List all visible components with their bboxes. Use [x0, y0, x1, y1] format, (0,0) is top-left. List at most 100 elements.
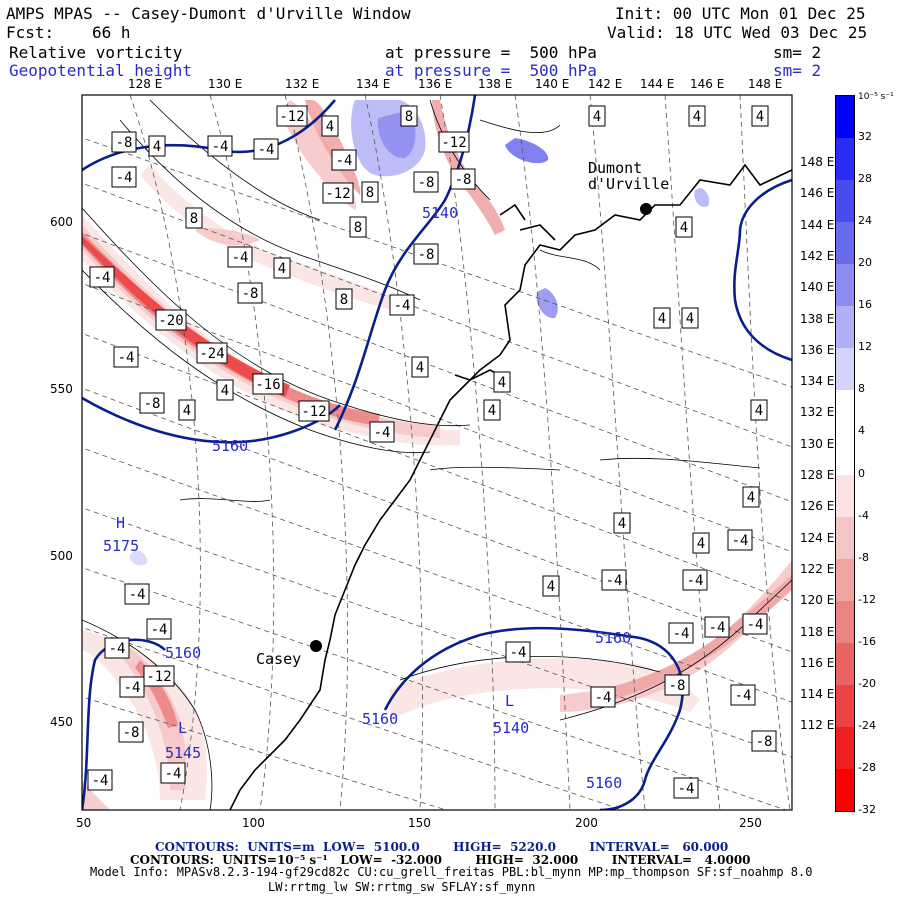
bottom-x-label: 150 [408, 816, 431, 830]
station-label-casey: Casey [256, 650, 302, 668]
vorticity-value-box: -12 [298, 400, 330, 422]
vorticity-value-box: -8 [111, 131, 137, 153]
vorticity-value-box: 4 [321, 115, 339, 137]
vorticity-value-box: 4 [493, 371, 511, 393]
colorbar-segment [836, 180, 854, 223]
colorbar-tick-label: 20 [858, 256, 872, 270]
vorticity-value-box: -4 [389, 294, 415, 316]
vorticity-value-box: -4 [146, 618, 172, 640]
vorticity-value-text: -4 [606, 573, 623, 589]
vorticity-value-box: 4 [148, 135, 166, 157]
top-lon-label: 142 E [588, 77, 623, 91]
colorbar-segment [836, 516, 854, 560]
vorticity-value-text: -24 [199, 346, 224, 362]
vorticity-value-box: -8 [450, 168, 476, 190]
vorticity-value-text: 8 [354, 220, 362, 236]
vorticity-value-box: -4 [124, 583, 150, 605]
right-lat-label: 118 E [800, 624, 835, 639]
vorticity-value-text: -8 [418, 247, 435, 263]
vorticity-value-text: -4 [92, 773, 109, 789]
field2-name: Geopotential height [9, 61, 193, 80]
colorbar-segment [836, 474, 854, 518]
colorbar-segment [836, 264, 854, 307]
vorticity-value-box: -4 [87, 769, 113, 791]
vorticity-value-text: -8 [756, 734, 773, 750]
vorticity-value-box: 8 [361, 181, 379, 203]
bottom-x-label: 50 [76, 816, 92, 830]
low-letter-east: L [505, 692, 515, 710]
left-y-label: 550 [50, 382, 73, 396]
vorticity-value-box: 4 [216, 379, 234, 401]
colorbar-tick-label: -4 [858, 508, 869, 522]
vorticity-value-box: -12 [276, 105, 308, 127]
colorbar-tick-label: 24 [858, 214, 872, 228]
vorticity-value-text: 4 [755, 403, 763, 419]
vorticity-value-text: 4 [693, 109, 701, 125]
vorticity-value-text: 4 [618, 516, 626, 532]
vorticity-value-box: -4 [668, 622, 694, 644]
colorbar-tick-label: 8 [858, 382, 865, 396]
vorticity-value-text: 4 [680, 220, 688, 236]
vorticity-label-boxes: -8 4 -4 -4 -12 4 -12 -4 8 -12 8 -8 -4 8 -8 8 -4 -8 -8 8 -4 4 -… [87, 105, 777, 799]
vorticity-value-text: 4 [686, 311, 694, 327]
vorticity-value-box: -4 [682, 569, 708, 591]
right-lat-label: 116 E [800, 655, 835, 670]
colorbar-segment [836, 348, 854, 391]
colorbar-segment [836, 96, 854, 139]
bottom-x-label: 200 [575, 816, 598, 830]
colorbar-tick-label: -32 [858, 803, 876, 816]
vorticity-value-text: 4 [416, 360, 424, 376]
low-value-east: 5140 [493, 719, 530, 737]
vorticity-value-text: -12 [441, 135, 466, 151]
vorticity-value-text: -4 [94, 270, 111, 286]
vorticity-value-text: 4 [498, 375, 506, 391]
vorticity-value-box: 4 [750, 399, 768, 421]
vorticity-value-text: -8 [116, 135, 133, 151]
vorticity-value-text: 8 [366, 185, 374, 201]
right-lat-label: 124 E [800, 530, 835, 545]
vorticity-value-box: 4 [613, 512, 631, 534]
vorticity-value-text: -4 [129, 587, 146, 603]
right-lat-label: 144 E [800, 217, 835, 232]
vorticity-value-box: -4 [160, 762, 186, 784]
colorbar-segment [836, 726, 854, 770]
vorticity-value-text: -4 [678, 781, 695, 797]
vorticity-value-text: -4 [109, 641, 126, 657]
colorbar-segment [836, 684, 854, 728]
vorticity-value-box: -8 [118, 721, 144, 743]
colorbar-segment [836, 138, 854, 181]
colorbar-unit: 10⁻⁵ s⁻¹ [858, 92, 894, 102]
field1-level: at pressure = 500 hPa [385, 43, 597, 62]
right-lat-label: 140 E [800, 280, 835, 295]
vorticity-value-text: -4 [116, 170, 133, 186]
vorticity-value-text: -8 [123, 725, 140, 741]
right-lat-label: 148 E [800, 155, 835, 169]
vorticity-value-box: 4 [681, 307, 699, 329]
init-time: Init: 00 UTC Mon 01 Dec 25 [615, 4, 866, 23]
colorbar-tick-label: -24 [858, 718, 876, 732]
right-lat-label: 146 E [800, 186, 835, 201]
vorticity-value-box: 8 [349, 216, 367, 238]
dumont-durville-station-marker [640, 203, 652, 215]
vorticity-value-text: -4 [735, 688, 752, 704]
vorticity-value-box: 4 [542, 575, 560, 597]
vorticity-value-box: 4 [178, 399, 196, 421]
vorticity-value-text: -8 [242, 286, 259, 302]
colorbar-tick-label: -16 [858, 634, 876, 648]
high-letter: H [116, 514, 126, 532]
vorticity-value-text: -20 [158, 313, 183, 329]
footer-vorticity-contours: CONTOURS: UNITS=10⁻⁵ s⁻¹ LOW= -32.000 HI… [130, 853, 751, 867]
vorticity-value-text: 4 [183, 403, 191, 419]
vorticity-value-text: -4 [336, 153, 353, 169]
top-lon-label: 130 E [208, 77, 243, 91]
vorticity-value-box: 4 [273, 257, 291, 279]
vorticity-value-box: 4 [692, 532, 710, 554]
vorticity-value-text: -4 [151, 622, 168, 638]
low-value-west: 5145 [165, 744, 202, 762]
station-label-dumont: Dumont d'Urville [588, 159, 670, 193]
colorbar-tick-label: 28 [858, 172, 872, 186]
top-lon-label: 136 E [418, 77, 453, 91]
colorbar-tick-label: -12 [858, 592, 876, 606]
vorticity-value-text: -4 [258, 142, 275, 158]
vorticity-value-text: -4 [124, 680, 141, 696]
